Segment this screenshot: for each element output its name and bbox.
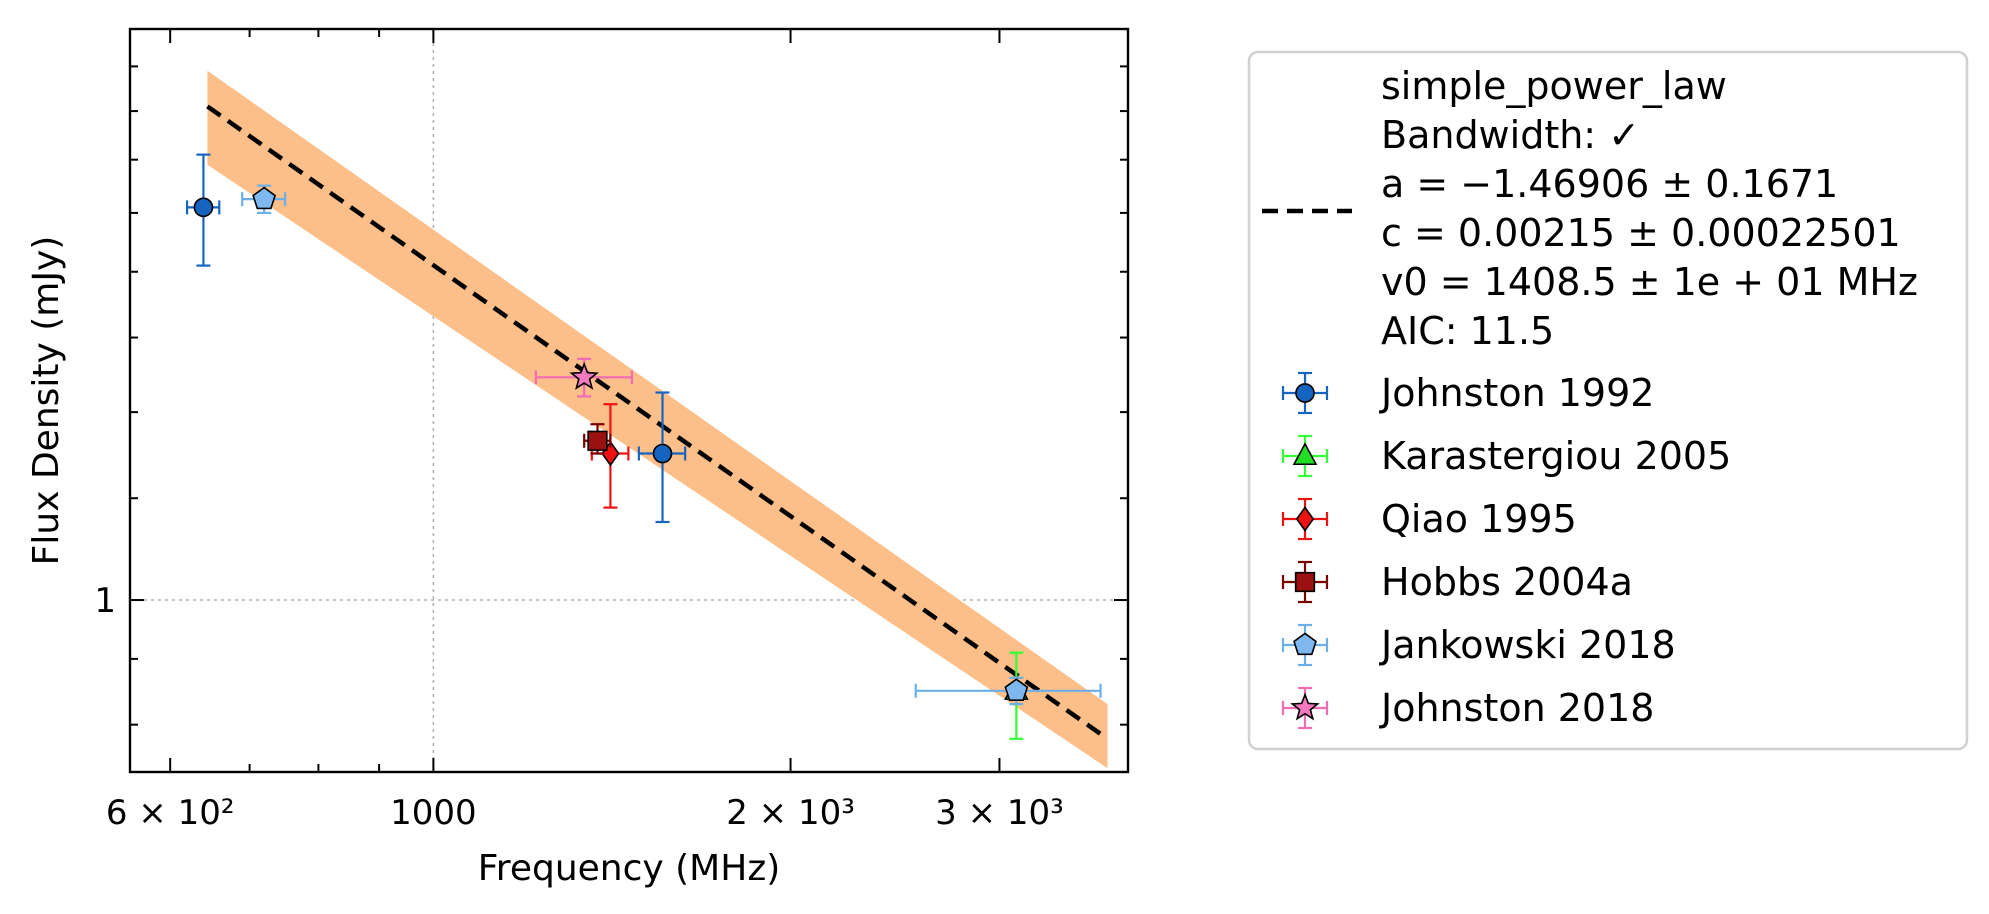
- legend-series-label-4: Jankowski 2018: [1379, 623, 1676, 667]
- legend-marker-3: [1294, 571, 1316, 593]
- legend-series-label-3: Hobbs 2004a: [1381, 560, 1633, 604]
- series-4: [241, 184, 1102, 706]
- ticks: [130, 29, 1128, 772]
- x-axis-label: Frequency (MHz): [478, 848, 781, 889]
- data-point-4-1: [1004, 678, 1029, 701]
- legend-fit-line-0: simple_power_law: [1381, 64, 1727, 108]
- legend-series-label-2: Qiao 1995: [1381, 497, 1577, 541]
- legend-marker-1: [1292, 442, 1318, 466]
- legend-fit-line-1: Bandwidth: ✓: [1381, 113, 1640, 157]
- legend-series-label-5: Johnston 2018: [1379, 686, 1654, 730]
- series-3: [583, 423, 612, 455]
- y-tick-label-0: 1: [94, 581, 116, 621]
- y-axis-label: Flux Density (mJy): [26, 236, 67, 566]
- legend-box: [1247, 50, 1969, 751]
- plot-area: 6 × 10² 1000 2 × 10³ 3 × 10³ 1 Frequency (MHz…: [26, 27, 1130, 889]
- legend-marker-4: [1293, 632, 1317, 656]
- x-tick-label-3: 3 × 10³: [935, 793, 1064, 833]
- series-5: [534, 357, 633, 398]
- legend-marker-0: [1295, 383, 1315, 403]
- data-point-3-0: [587, 430, 608, 451]
- legend-fit-line-4: v0 = 1408.5 ± 1e + 01 MHz: [1381, 260, 1918, 304]
- data-point-0-1: [652, 443, 673, 464]
- data-point-5-0: [569, 361, 599, 390]
- data-point-0-0: [193, 197, 214, 218]
- legend-fit-line-2: a = −1.46906 ± 0.1671: [1381, 162, 1838, 206]
- legend-fit-line-3: c = 0.00215 ± 0.00022501: [1381, 211, 1901, 255]
- legend-series-label-0: Johnston 1992: [1379, 371, 1654, 415]
- legend-marker-5: [1290, 692, 1320, 721]
- legend-series-label-1: Karastergiou 2005: [1381, 434, 1731, 478]
- data-layer: [185, 70, 1109, 769]
- series-0: [185, 153, 687, 524]
- x-tick-label-2: 2 × 10³: [726, 793, 855, 833]
- data-point-4-0: [252, 186, 277, 210]
- fit-line: [206, 104, 1109, 741]
- x-tick-label-0: 6 × 10²: [106, 793, 235, 833]
- legend-fit-line-5: AIC: 11.5: [1381, 309, 1554, 353]
- fit-uncertainty-band: [207, 70, 1108, 769]
- plot-frame: [128, 27, 1130, 774]
- legend-marker-2: [1295, 506, 1315, 532]
- x-tick-label-1: 1000: [390, 793, 477, 833]
- legend: simple_power_law Bandwidth: ✓ a = −1.46906…: [1247, 50, 1969, 751]
